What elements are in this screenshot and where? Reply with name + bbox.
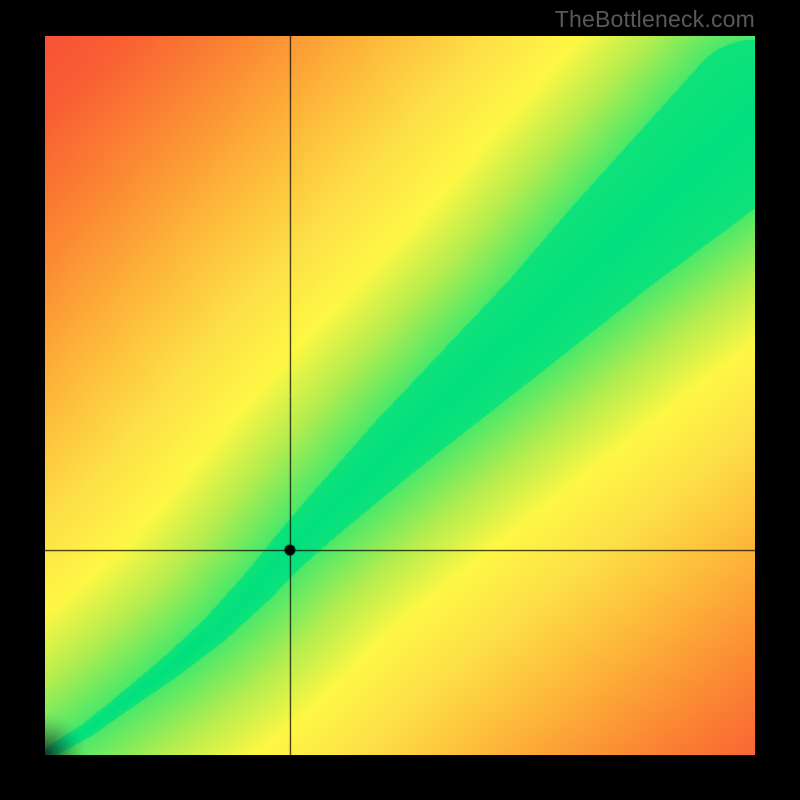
figure-container: TheBottleneck.com [0,0,800,800]
heatmap-canvas [45,36,755,755]
watermark-label: TheBottleneck.com [555,6,755,33]
plot-area [45,36,755,755]
